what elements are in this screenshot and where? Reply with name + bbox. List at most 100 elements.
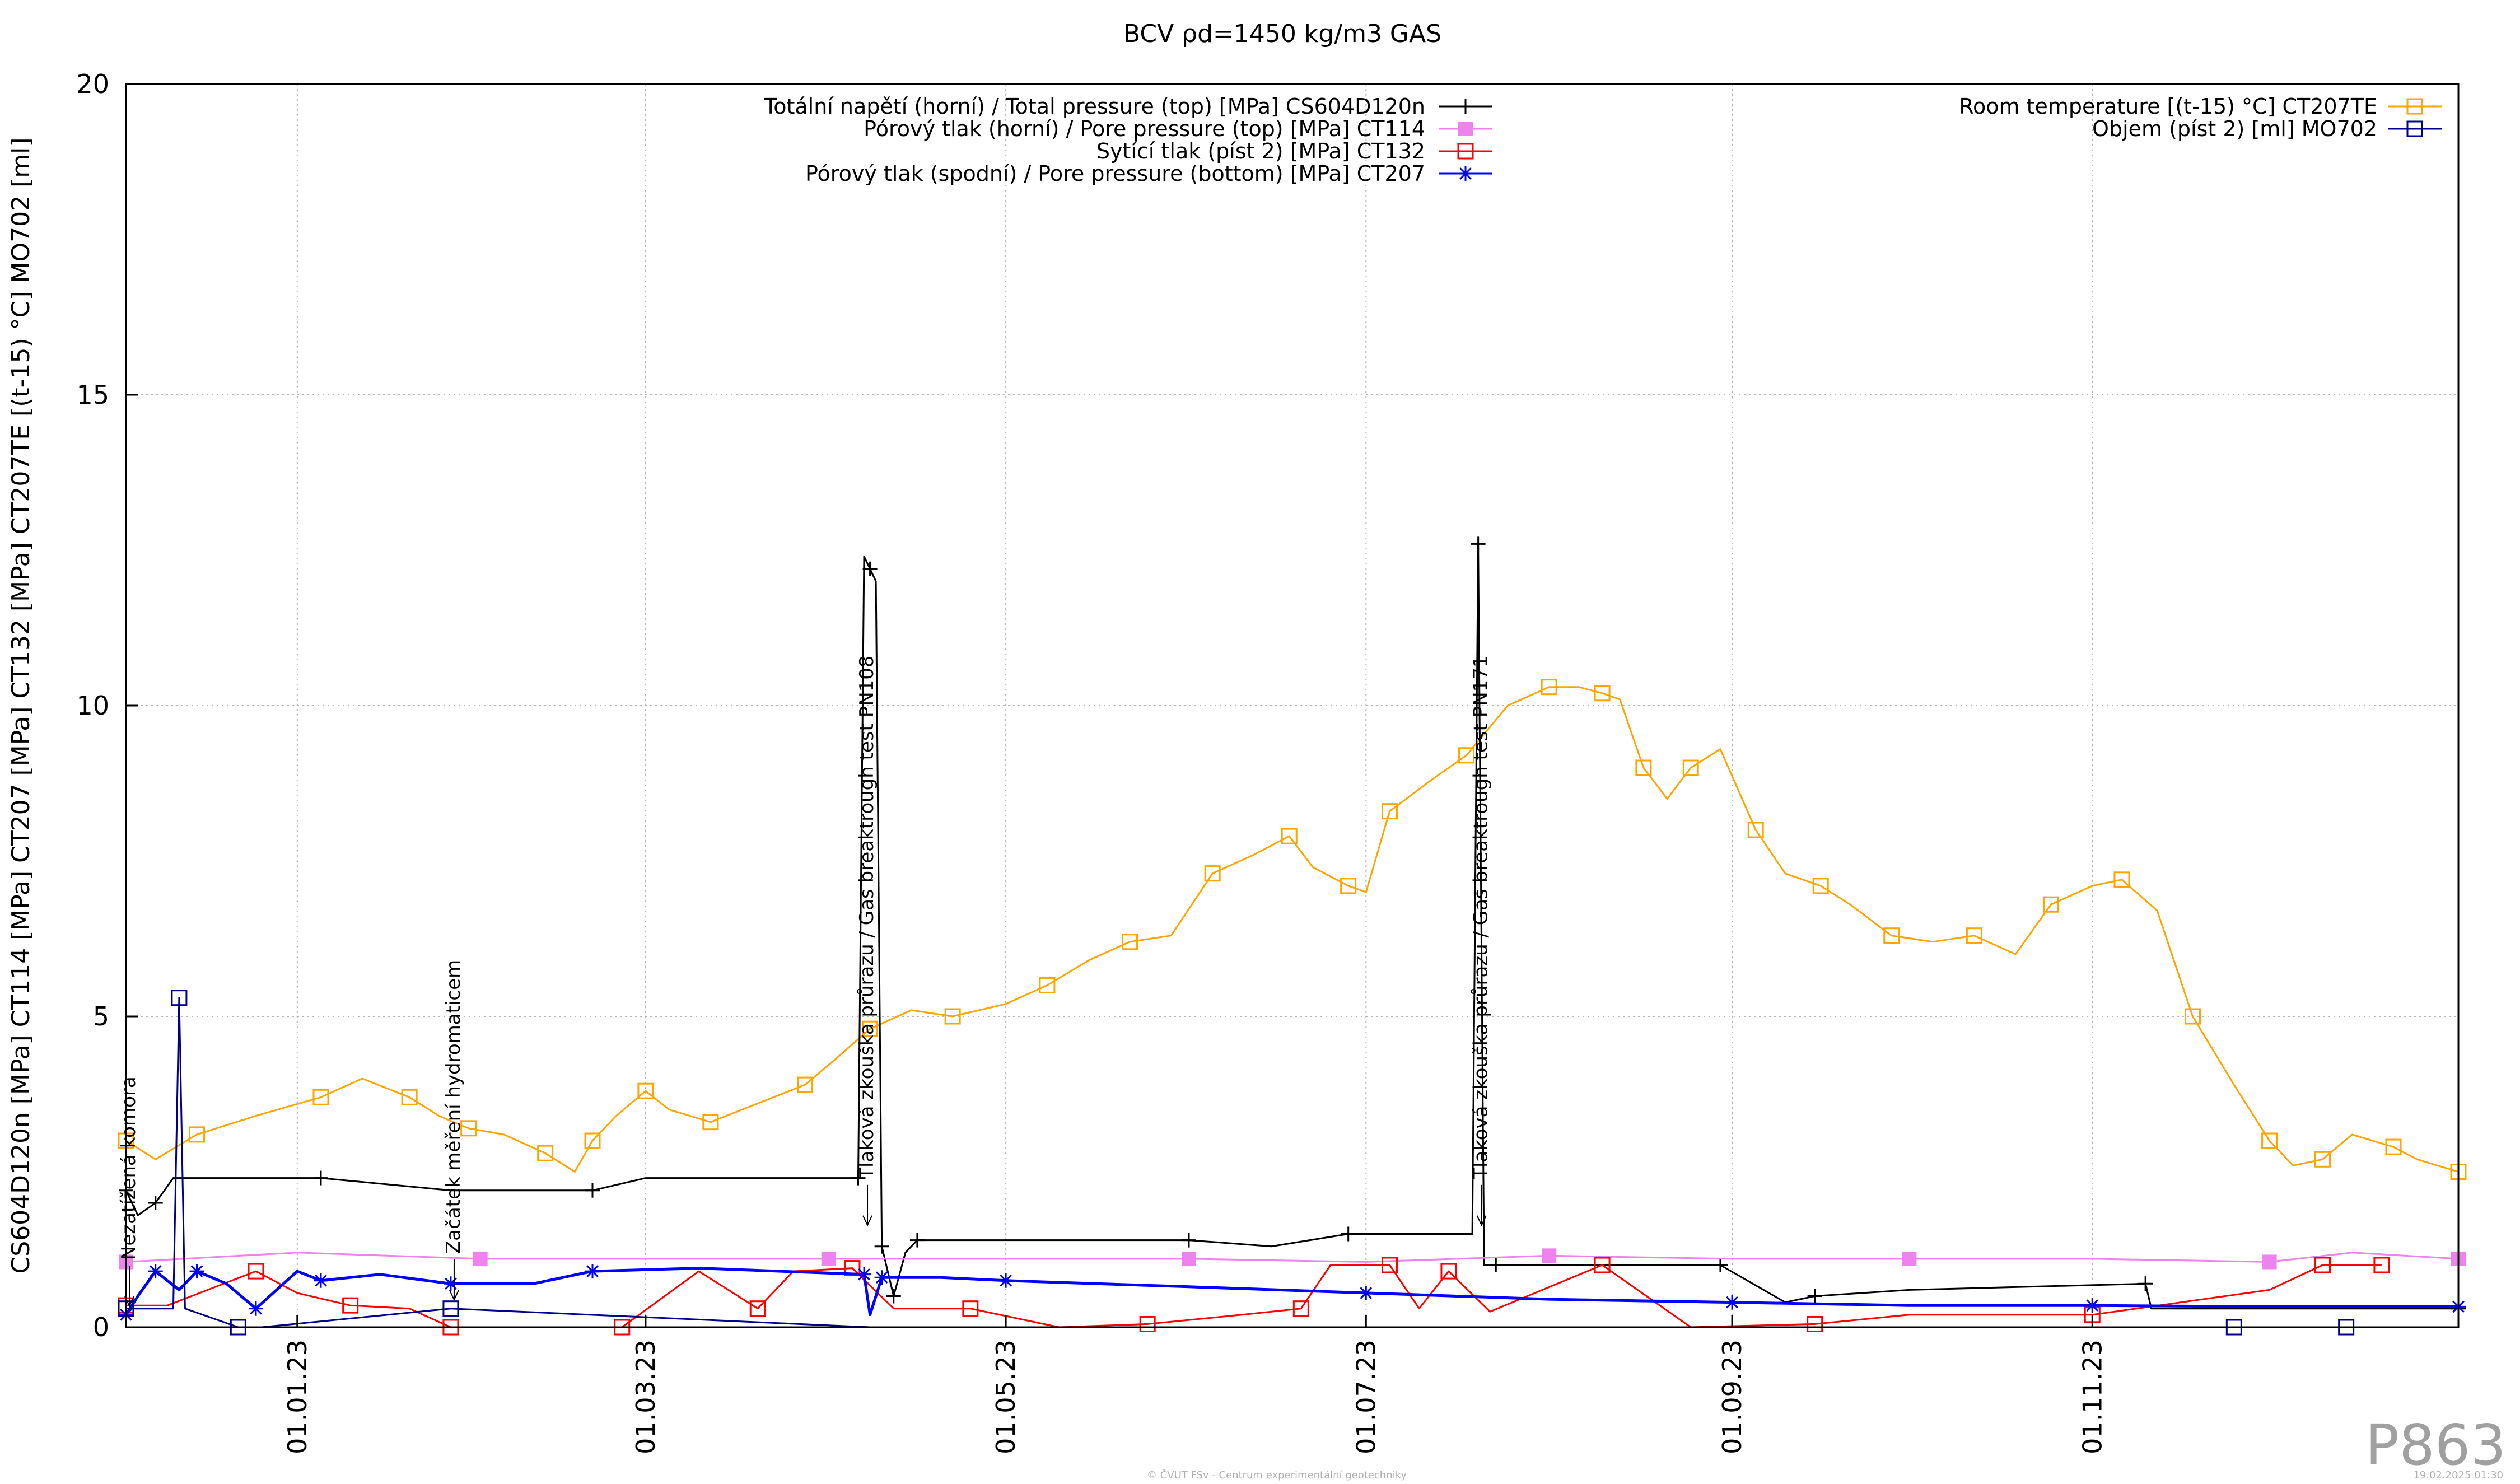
marker (797, 1076, 814, 1093)
marker (2185, 1008, 2201, 1025)
marker (1381, 803, 1398, 820)
y-axis-label: CS604D120n [MPa] CT114 [MPa] CT207 [MPa]… (7, 138, 35, 1274)
marker (962, 1300, 979, 1317)
legend-label: Room temperature [(t-15) °C] CT207TE (1959, 94, 2377, 119)
marker (2385, 1138, 2402, 1155)
marker (874, 1239, 889, 1254)
marker (1883, 927, 1900, 944)
x-tick-label: 01.05.23 (991, 1340, 1021, 1454)
marker (1039, 977, 1056, 993)
y-tick-label: 5 (93, 1001, 109, 1032)
marker (1542, 1248, 1557, 1263)
series-cs604d120n (119, 536, 2466, 1316)
marker (1381, 1257, 1398, 1273)
marker (1440, 1263, 1457, 1280)
y-tick-label: 15 (76, 380, 109, 410)
marker (1812, 878, 1829, 894)
marker (584, 1132, 601, 1149)
marker (2406, 98, 2423, 115)
marker (1204, 865, 1221, 882)
axis-layer: 0 5 10 15 20 01.01.23 01.03.23 01.05.23 01.07.23… (76, 69, 2107, 1454)
marker (1341, 1226, 1356, 1242)
marker (1471, 536, 1486, 552)
annotation-label: Nezatížená komora (118, 1076, 140, 1260)
marker (2042, 896, 2059, 913)
marker (862, 1020, 879, 1037)
marker (1635, 759, 1652, 776)
marker (1122, 934, 1138, 950)
marker (2262, 1254, 2277, 1270)
marker (442, 1300, 459, 1317)
marker (1292, 1300, 1309, 1317)
annotation-arrowhead (862, 1215, 872, 1227)
marker (1458, 747, 1475, 764)
legend-label: Objem (píst 2) [ml] MO702 (2092, 116, 2377, 141)
marker (857, 1267, 872, 1282)
marker (401, 1089, 418, 1105)
marker (851, 1170, 866, 1186)
marker (1966, 927, 1982, 944)
marker (248, 1301, 263, 1316)
marker (821, 1251, 836, 1266)
marker (2261, 1132, 2278, 1149)
marker (585, 1183, 600, 1198)
marker (585, 1264, 600, 1279)
marker (1458, 99, 1473, 114)
annotation-arrowhead (1476, 1215, 1487, 1227)
marker (2113, 871, 2130, 888)
marker (189, 1264, 204, 1279)
series-layer (118, 536, 2467, 1336)
marker (1807, 1315, 1823, 1332)
legend-label: Pórový tlak (spodní) / Pore pressure (bo… (805, 161, 1425, 186)
marker (1594, 1257, 1611, 1273)
marker (749, 1300, 766, 1317)
page-badge: P863 (2365, 1412, 2506, 1478)
annotation-arrowhead (124, 1296, 134, 1308)
marker (148, 1264, 163, 1279)
marker (1807, 1289, 1822, 1304)
legend-label: Sytící tlak (píst 2) [MPa] CT132 (1096, 139, 1425, 164)
marker (342, 1297, 359, 1314)
marker (886, 1289, 901, 1304)
marker (443, 1276, 458, 1291)
x-tick-label: 01.03.23 (631, 1340, 661, 1454)
legend-label: Pórový tlak (horní) / Pore pressure (top… (864, 116, 1425, 141)
series-ct207te (118, 679, 2467, 1180)
marker (1281, 828, 1298, 844)
marker (1139, 1315, 1156, 1332)
marker (1747, 822, 1764, 838)
marker (1457, 143, 1474, 160)
y-tick-label: 10 (76, 690, 109, 721)
marker (313, 1170, 328, 1186)
marker (1181, 1233, 1196, 1248)
chart-title: BCV ρd=1450 kg/m3 GAS (1123, 20, 1441, 48)
marker (998, 1273, 1014, 1288)
y-tick-label: 0 (93, 1312, 109, 1342)
marker (702, 1114, 719, 1131)
annotation-layer: Nezatížená komora Začátek měření hydromat… (118, 655, 1492, 1308)
marker (473, 1251, 488, 1266)
marker (2138, 1276, 2153, 1291)
marker (189, 1126, 206, 1143)
marker (2085, 1298, 2100, 1313)
marker (1594, 685, 1611, 702)
x-tick-label: 01.11.23 (2077, 1340, 2107, 1454)
legend: Totální napětí (horní) / Total pressure … (763, 94, 2442, 186)
marker (1488, 1258, 1504, 1272)
annotation-label: Tlaková zkouška průrazu / Gas breaktroug… (1470, 655, 1492, 1179)
footer-credit: © ČVUT FSv - Centrum experimentální geot… (1147, 1469, 1407, 1481)
annotation-label: Tlaková zkouška průrazu / Gas breaktroug… (856, 655, 878, 1179)
marker (1682, 759, 1699, 776)
marker (537, 1145, 554, 1161)
marker (2406, 120, 2423, 137)
marker (1458, 122, 1473, 136)
footer-timestamp: 19.02.2025 01:30 (2413, 1469, 2503, 1481)
marker (171, 990, 188, 1006)
marker (248, 1263, 264, 1280)
y-tick-label: 20 (76, 69, 109, 99)
marker (2373, 1257, 2390, 1273)
marker (1725, 1295, 1740, 1310)
x-tick-label: 01.09.23 (1717, 1340, 1747, 1454)
series-line (125, 686, 2459, 1173)
